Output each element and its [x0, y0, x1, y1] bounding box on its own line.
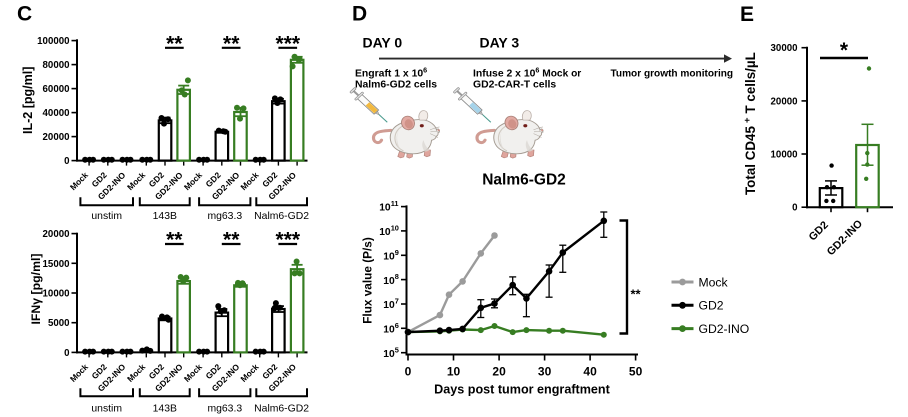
svg-text:GD2-INO: GD2-INO	[699, 322, 750, 336]
svg-text:7: 7	[395, 297, 399, 306]
svg-text:10: 10	[391, 224, 399, 233]
svg-text:Nalm6-GD2: Nalm6-GD2	[254, 404, 309, 415]
svg-text:C: C	[17, 3, 32, 26]
svg-text:**: **	[166, 229, 183, 252]
svg-text:***: ***	[276, 229, 301, 252]
svg-text:30000: 30000	[771, 43, 798, 54]
svg-text:9: 9	[395, 248, 399, 257]
svg-text:20000: 20000	[43, 229, 70, 240]
svg-text:Flux value (P/s): Flux value (P/s)	[361, 237, 375, 324]
svg-text:10000: 10000	[43, 289, 70, 300]
svg-text:Total CD45: Total CD45	[743, 126, 758, 195]
svg-text:GD2: GD2	[699, 299, 724, 313]
svg-text:10: 10	[379, 203, 391, 214]
svg-text:10: 10	[383, 349, 395, 360]
svg-text:unstim: unstim	[91, 404, 122, 415]
svg-text:**: **	[166, 33, 183, 56]
svg-text:80000: 80000	[43, 60, 70, 71]
svg-text:143B: 143B	[153, 211, 177, 222]
svg-text:Nalm6-GD2 cells: Nalm6-GD2 cells	[355, 80, 437, 91]
svg-text:11: 11	[391, 199, 399, 208]
svg-text:20000: 20000	[771, 96, 798, 107]
svg-text:10: 10	[383, 251, 395, 262]
svg-text:0: 0	[792, 203, 797, 214]
svg-text:Tumor growth monitoring: Tumor growth monitoring	[611, 69, 734, 80]
svg-text:mg63.3: mg63.3	[207, 404, 242, 415]
svg-text:5000: 5000	[48, 318, 70, 329]
svg-text:DAY 3: DAY 3	[480, 35, 520, 51]
svg-text:**: **	[223, 33, 240, 56]
svg-text:**: **	[223, 229, 240, 252]
svg-text:10: 10	[383, 300, 395, 311]
svg-text:Days post tumor engraftment: Days post tumor engraftment	[434, 382, 610, 396]
svg-text:+: +	[742, 117, 753, 123]
svg-text:10: 10	[447, 365, 461, 379]
svg-text:E: E	[740, 3, 754, 26]
svg-text:IFNγ [pg/ml]: IFNγ [pg/ml]	[29, 253, 43, 324]
svg-text:40000: 40000	[43, 108, 70, 119]
svg-text:unstim: unstim	[91, 211, 122, 222]
svg-text:0: 0	[405, 365, 412, 379]
svg-text:20000: 20000	[43, 132, 70, 143]
svg-text:6: 6	[395, 321, 399, 330]
svg-text:15000: 15000	[43, 259, 70, 270]
svg-text:***: ***	[276, 33, 301, 56]
svg-text:143B: 143B	[153, 404, 177, 415]
svg-text:40: 40	[583, 365, 597, 379]
svg-text:*: *	[840, 39, 849, 62]
svg-text:Infuse 2 x 106 Mock or: Infuse 2 x 106 Mock or	[473, 65, 581, 80]
svg-text:10: 10	[379, 227, 391, 238]
svg-text:Nalm6-GD2: Nalm6-GD2	[482, 172, 566, 189]
svg-text:Nalm6-GD2: Nalm6-GD2	[254, 211, 309, 222]
svg-text:100000: 100000	[37, 36, 69, 47]
svg-text:5: 5	[395, 345, 399, 354]
svg-text:0: 0	[64, 156, 69, 167]
svg-text:0: 0	[64, 348, 69, 359]
svg-text:mg63.3: mg63.3	[207, 211, 242, 222]
svg-text:Mock: Mock	[699, 275, 729, 289]
svg-text:10: 10	[383, 324, 395, 335]
svg-text:IL-2 [pg/ml]: IL-2 [pg/ml]	[21, 67, 35, 134]
svg-text:10000: 10000	[771, 150, 798, 161]
svg-text:50: 50	[629, 365, 643, 379]
svg-text:DAY 0: DAY 0	[363, 35, 403, 51]
svg-text:D: D	[352, 3, 367, 26]
svg-text:60000: 60000	[43, 84, 70, 95]
svg-text:T cells/µL: T cells/µL	[743, 52, 758, 113]
svg-text:30: 30	[538, 365, 552, 379]
svg-text:20: 20	[492, 365, 506, 379]
svg-text:8: 8	[395, 272, 399, 281]
svg-text:Engraft 1 x 106: Engraft 1 x 106	[355, 65, 427, 80]
svg-text:10: 10	[383, 276, 395, 287]
svg-text:**: **	[631, 287, 642, 302]
svg-text:GD2-CAR-T cells: GD2-CAR-T cells	[473, 80, 556, 91]
